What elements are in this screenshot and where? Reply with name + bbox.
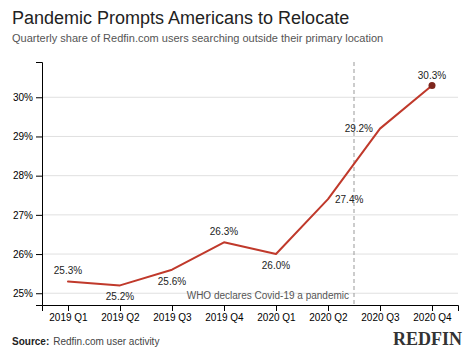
title: Pandemic Prompts Americans to Relocate: [12, 8, 349, 28]
x-tick: 2019 Q3: [153, 305, 192, 323]
grid-line: [42, 175, 458, 176]
x-tick-label: 2020 Q3: [361, 312, 400, 323]
y-tick-mark: [36, 97, 42, 98]
source: Source: Redfin.com user activity: [12, 336, 159, 347]
x-tick-label: 2019 Q1: [49, 312, 88, 323]
x-tick-label: 2019 Q4: [205, 312, 244, 323]
event-line: [354, 62, 355, 305]
data-label: 25.6%: [158, 276, 186, 287]
data-labels: 25.3% 25.2% 25.6% 26.3% 26.0% 27.4% 29.2% 30.3%: [54, 70, 446, 303]
logo: REDFIN: [393, 329, 462, 349]
data-label: 27.4%: [335, 194, 363, 205]
x-axis-line: [43, 306, 459, 312]
chart-svg: Pandemic Prompts Americans to Relocate Qu…: [0, 0, 474, 355]
y-tick-mark: [36, 293, 42, 294]
x-tick-mark: [276, 305, 277, 311]
x-tick: 2019 Q2: [101, 305, 140, 323]
y-tick: 28%: [13, 170, 42, 181]
y-tick-label: 29%: [13, 131, 33, 142]
y-tick: 30%: [13, 92, 42, 103]
source-label: Source:: [12, 336, 49, 347]
data-label: 25.2%: [106, 291, 134, 302]
plot-area: 25%26%27%28%29%30%2019 Q12019 Q22019 Q32…: [13, 62, 459, 323]
end-point: [429, 82, 436, 89]
x-tick-label: 2020 Q1: [257, 312, 296, 323]
y-tick-mark: [36, 215, 42, 216]
y-axis-line: [36, 63, 43, 306]
x-tick-mark: [328, 305, 329, 311]
x-tick-label: 2019 Q3: [153, 312, 192, 323]
y-tick-label: 26%: [13, 249, 33, 260]
x-tick-label: 2019 Q2: [101, 312, 140, 323]
data-label: 25.3%: [54, 265, 82, 276]
y-axis: 25% 26% 27% 28% 29% 30%: [13, 63, 43, 306]
grid-line: [42, 214, 458, 215]
x-tick-mark: [120, 305, 121, 311]
grid-line: [42, 254, 458, 255]
data-label: 29.2%: [345, 123, 373, 134]
x-tick: 2020 Q1: [257, 305, 296, 323]
chart-root: Pandemic Prompts Americans to Relocate Qu…: [0, 0, 474, 355]
y-tick: 29%: [13, 131, 42, 142]
y-tick: 27%: [13, 210, 42, 221]
y-tick-label: 28%: [13, 170, 33, 181]
y-tick: 25%: [13, 288, 42, 299]
y-tick: 26%: [13, 249, 42, 260]
grid-line: [42, 136, 458, 137]
y-tick-mark: [36, 136, 42, 137]
y-tick-mark: [36, 176, 42, 177]
line: [68, 86, 432, 286]
x-tick-mark: [432, 305, 433, 311]
x-tick: 2020 Q4: [413, 305, 452, 323]
source-text: Redfin.com user activity: [53, 336, 159, 347]
x-tick-label: 2020 Q2: [309, 312, 348, 323]
x-tick: 2020 Q2: [309, 305, 348, 323]
data-label: 26.3%: [210, 226, 238, 237]
x-tick-mark: [68, 305, 69, 311]
x-tick-mark: [172, 305, 173, 311]
y-tick-label: 30%: [13, 92, 33, 103]
data-label: 26.0%: [262, 260, 290, 271]
x-axis: 2019 Q1 2019 Q2 2019 Q3 2019 Q4 2020 Q1 2020 …: [43, 305, 459, 323]
grid: [42, 97, 458, 293]
y-tick-mark: [36, 254, 42, 255]
x-tick: 2019 Q1: [49, 305, 88, 323]
annotation: WHO declares Covid-19 a pandemic: [187, 290, 349, 301]
grid-line: [42, 97, 458, 98]
x-tick-mark: [224, 305, 225, 311]
subtitle: Quarterly share of Redfin.com users sear…: [12, 32, 383, 44]
x-tick-mark: [380, 305, 381, 311]
y-tick-label: 25%: [13, 288, 33, 299]
y-tick-label: 27%: [13, 210, 33, 221]
x-tick: 2019 Q4: [205, 305, 244, 323]
data-label: 30.3%: [418, 70, 446, 81]
series-group: [68, 82, 436, 285]
x-tick-label: 2020 Q4: [413, 312, 452, 323]
x-tick: 2020 Q3: [361, 305, 400, 323]
